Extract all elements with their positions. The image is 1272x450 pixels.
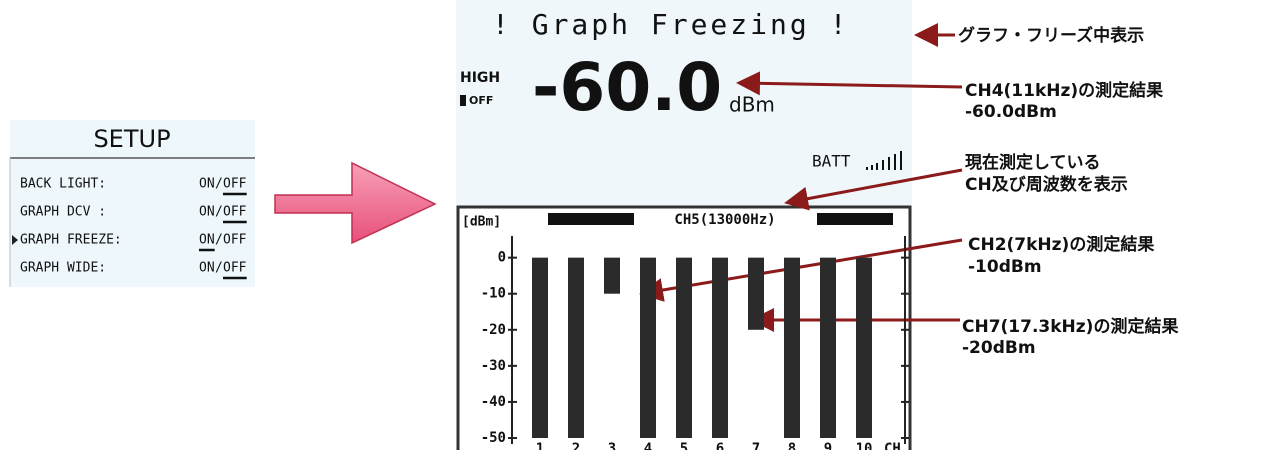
header-bar bbox=[817, 213, 893, 225]
annotation-arrow bbox=[639, 238, 963, 302]
setup-separator: / bbox=[215, 177, 223, 192]
x-tick-label: 6 bbox=[716, 441, 724, 450]
annotation-text: -10dBm bbox=[968, 257, 1042, 277]
bar bbox=[820, 257, 836, 438]
bar bbox=[712, 257, 728, 438]
lcd-status: ! Graph Freezing ! bbox=[492, 8, 849, 41]
bar bbox=[532, 257, 548, 438]
setup-label: GRAPH WIDE: bbox=[20, 261, 106, 276]
annotation-text: CH2(7kHz)の測定結果 bbox=[968, 234, 1154, 255]
setup-option: ON bbox=[199, 177, 215, 192]
annotation-text: 現在測定している bbox=[965, 152, 1101, 173]
y-tick-label: -40 bbox=[481, 394, 506, 410]
x-tick-label: 3 bbox=[608, 441, 616, 450]
y-axis-label: [dBm] bbox=[462, 215, 501, 230]
y-tick-label: -50 bbox=[481, 430, 506, 446]
x-tick-label: 4 bbox=[644, 441, 652, 450]
y-tick-label: 0 bbox=[498, 250, 506, 266]
x-tick-label: 5 bbox=[680, 441, 688, 450]
lcd-range: HIGH bbox=[460, 70, 500, 86]
setup-label: GRAPH DCV : bbox=[20, 205, 106, 220]
bar bbox=[568, 257, 584, 438]
setup-option: ON bbox=[199, 205, 215, 220]
y-tick-label: -20 bbox=[481, 322, 506, 338]
pointer-arrow bbox=[274, 161, 437, 245]
annotation-text: CH及び周波数を表示 bbox=[965, 174, 1128, 195]
setup-option: ON bbox=[199, 261, 215, 276]
bar bbox=[748, 257, 764, 330]
x-tick-label: 8 bbox=[788, 441, 796, 450]
setup-separator: / bbox=[215, 205, 223, 220]
setup-option: OFF bbox=[223, 205, 247, 220]
x-tick-label: 10 bbox=[856, 441, 873, 450]
setup-label: BACK LIGHT: bbox=[20, 177, 106, 192]
setup-option: ON bbox=[199, 233, 215, 248]
setup-option: OFF bbox=[223, 177, 247, 192]
setup-title: SETUP bbox=[93, 125, 170, 153]
hold-icon bbox=[460, 95, 466, 106]
setup-option: OFF bbox=[223, 261, 247, 276]
annotation-arrow bbox=[736, 71, 963, 96]
bar bbox=[856, 257, 872, 438]
annotation-text: CH7(17.3kHz)の測定結果 bbox=[962, 316, 1178, 337]
x-tick-label: 2 bbox=[572, 441, 580, 450]
lcd-reading: -60.0 bbox=[532, 49, 722, 126]
x-tick-label: 1 bbox=[536, 441, 544, 450]
bar bbox=[784, 257, 800, 438]
setup-label: GRAPH FREEZE: bbox=[20, 233, 122, 248]
setup-separator: / bbox=[215, 261, 223, 276]
x-tick-label: 9 bbox=[824, 441, 832, 450]
bar bbox=[676, 257, 692, 438]
x-tick-label: 7 bbox=[752, 441, 760, 450]
bar bbox=[604, 257, 620, 294]
bar bbox=[640, 257, 656, 438]
setup-option: OFF bbox=[223, 233, 247, 248]
x-axis-label: CH bbox=[884, 441, 901, 450]
annotation-text: -60.0dBm bbox=[965, 102, 1057, 122]
setup-separator: / bbox=[215, 233, 223, 248]
y-tick-label: -10 bbox=[481, 286, 506, 302]
cursor bbox=[12, 235, 18, 245]
y-tick-label: -30 bbox=[481, 358, 506, 374]
header-bar bbox=[548, 213, 634, 225]
annotation-text: -20dBm bbox=[962, 338, 1036, 358]
lcd-hold: OFF bbox=[469, 94, 493, 107]
lcd-battery: BATT bbox=[812, 152, 851, 171]
lcd-unit: dBm bbox=[729, 93, 775, 117]
setup-background bbox=[10, 120, 255, 287]
graph-title: CH5(13000Hz) bbox=[674, 212, 775, 228]
annotation-text: CH4(11kHz)の測定結果 bbox=[965, 80, 1163, 101]
annotations: グラフ・フリーズ中表示 CH4(11kHz)の測定結果 -60.0dBm 現在測… bbox=[639, 23, 1178, 358]
battery-bars bbox=[866, 151, 902, 170]
annotation-text: グラフ・フリーズ中表示 bbox=[958, 25, 1144, 46]
lcd-top bbox=[456, 0, 912, 206]
annotation-arrow bbox=[784, 168, 963, 211]
